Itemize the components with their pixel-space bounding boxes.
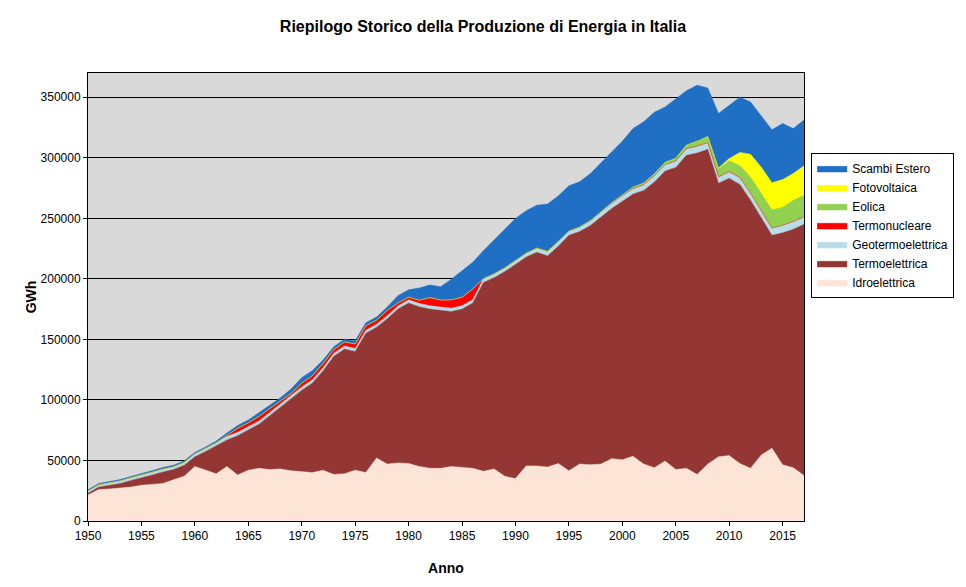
svg-text:150000: 150000 (41, 333, 81, 347)
svg-text:Scambi Estero: Scambi Estero (852, 162, 930, 176)
svg-text:2005: 2005 (662, 529, 689, 543)
svg-text:1960: 1960 (182, 529, 209, 543)
svg-text:Riepilogo Storico della Produz: Riepilogo Storico della Produzione di En… (280, 18, 686, 35)
svg-text:Fotovoltaica: Fotovoltaica (852, 181, 917, 195)
svg-text:250000: 250000 (41, 212, 81, 226)
svg-text:1950: 1950 (75, 529, 102, 543)
svg-text:1990: 1990 (502, 529, 529, 543)
svg-text:2015: 2015 (769, 529, 796, 543)
svg-text:2000: 2000 (609, 529, 636, 543)
svg-text:1955: 1955 (128, 529, 155, 543)
svg-text:1985: 1985 (449, 529, 476, 543)
svg-text:Termoelettrica: Termoelettrica (852, 257, 928, 271)
svg-text:350000: 350000 (41, 90, 81, 104)
svg-text:50000: 50000 (47, 454, 81, 468)
svg-text:1975: 1975 (342, 529, 369, 543)
svg-text:300000: 300000 (41, 151, 81, 165)
svg-text:0: 0 (74, 514, 81, 528)
svg-text:100000: 100000 (41, 393, 81, 407)
svg-text:GWh: GWh (23, 281, 39, 314)
svg-text:1965: 1965 (235, 529, 262, 543)
svg-text:Eolica: Eolica (852, 200, 885, 214)
svg-text:Anno: Anno (428, 560, 464, 576)
svg-text:Geotermoelettrica: Geotermoelettrica (852, 238, 948, 252)
svg-text:200000: 200000 (41, 272, 81, 286)
svg-text:2010: 2010 (716, 529, 743, 543)
svg-text:1995: 1995 (556, 529, 583, 543)
svg-text:1970: 1970 (288, 529, 315, 543)
svg-text:Idroelettrica: Idroelettrica (852, 276, 915, 290)
svg-text:1980: 1980 (395, 529, 422, 543)
svg-text:Termonucleare: Termonucleare (852, 219, 932, 233)
